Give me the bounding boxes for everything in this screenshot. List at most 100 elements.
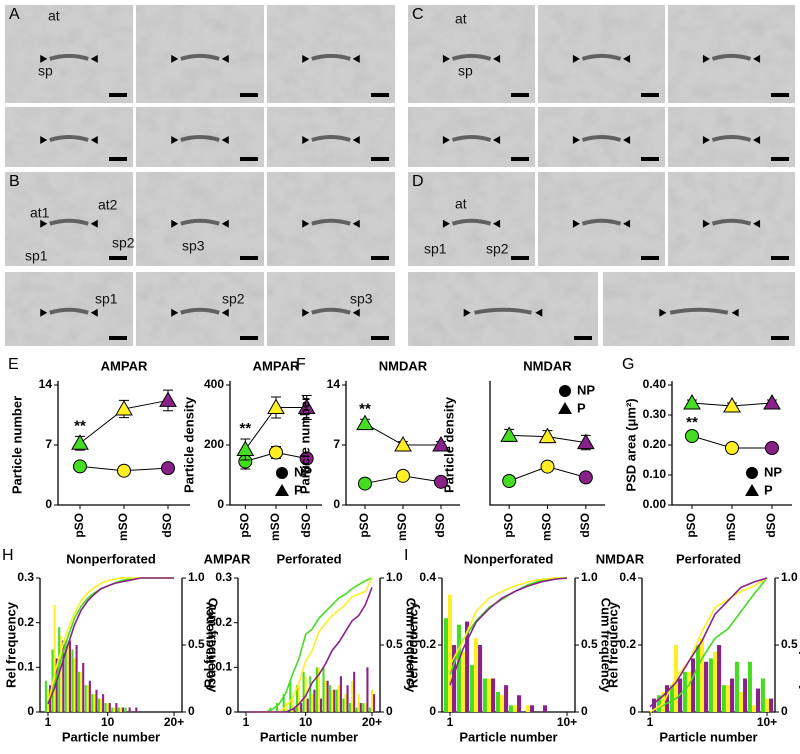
legend-marker	[745, 484, 759, 496]
bar	[362, 703, 365, 712]
marker-circle	[117, 463, 131, 478]
panel-label: E	[8, 356, 19, 373]
y2-axis-label: Cum frequency	[404, 598, 419, 693]
bar	[333, 689, 336, 712]
psd	[311, 307, 351, 315]
x-tick-label: 1	[647, 715, 654, 729]
bar	[86, 685, 89, 712]
x-tick-label: pSO	[238, 513, 252, 538]
arrowhead	[221, 219, 229, 228]
bar	[331, 689, 334, 712]
cumulative-line	[246, 587, 373, 713]
bar	[717, 645, 722, 712]
bar	[473, 638, 479, 712]
x-axis-label: Particle number	[659, 729, 757, 744]
y-axis-label: Particle number	[297, 396, 312, 494]
y2-tick-label: 0.5	[386, 637, 403, 651]
image-label: at1	[30, 205, 50, 221]
chart-title: Perforated	[276, 551, 341, 566]
scale-bar	[109, 256, 127, 260]
bar	[543, 705, 548, 712]
bar	[656, 695, 661, 712]
bar	[80, 671, 83, 712]
bar	[102, 694, 105, 712]
psd	[49, 53, 89, 61]
bar	[721, 685, 726, 712]
arrowhead	[623, 136, 631, 144]
y-tick-label: 0.1	[215, 660, 232, 674]
bar	[708, 658, 713, 712]
psd	[180, 135, 220, 142]
bar	[443, 618, 448, 712]
y2-tick-label: 0	[386, 704, 393, 718]
x-tick-label: mSO	[116, 513, 130, 541]
arrowhead	[90, 136, 98, 144]
arrowhead	[702, 54, 710, 63]
bar	[75, 645, 78, 712]
psd	[711, 218, 752, 226]
bar	[346, 685, 349, 712]
arrowhead	[493, 136, 501, 144]
bar	[73, 658, 76, 712]
bar	[447, 594, 453, 712]
bar	[469, 665, 474, 712]
scale-bar	[574, 336, 592, 340]
x-tick-label: mSO	[540, 513, 554, 541]
bar	[704, 661, 709, 712]
y2-axis-label: Cum frequency	[206, 598, 221, 693]
bar	[119, 707, 122, 712]
bar	[712, 651, 718, 712]
psd	[49, 218, 89, 226]
y-tick-label: 7	[333, 437, 340, 451]
arrowhead	[171, 136, 179, 144]
arrowhead	[171, 219, 179, 228]
arrowhead	[623, 54, 631, 63]
chart-title: Nonperforated	[464, 551, 554, 566]
psd	[49, 135, 89, 142]
bar	[760, 678, 765, 712]
legend-label: P	[294, 482, 303, 497]
y-tick-label: 14	[327, 377, 341, 391]
bar	[66, 640, 69, 712]
panel-label: D	[412, 173, 424, 190]
marker-circle	[502, 474, 517, 488]
bar	[357, 694, 360, 712]
y-axis-label: Particle number	[9, 396, 24, 494]
marker-circle	[540, 459, 555, 474]
bar	[289, 680, 292, 712]
group-title: NMDAR	[596, 551, 645, 566]
bar	[53, 604, 56, 712]
scale-bar	[641, 157, 659, 161]
bar	[106, 703, 109, 712]
marker-triangle	[297, 398, 316, 414]
scale-bar	[240, 93, 258, 97]
bar	[747, 661, 752, 712]
y-tick-label: 0	[217, 497, 224, 511]
arrowhead	[572, 136, 580, 144]
arrowhead	[171, 308, 179, 317]
legend-label: P	[577, 400, 586, 415]
y-axis-label: Rel frequency	[201, 601, 216, 688]
bar	[337, 685, 340, 712]
y2-tick-label: 1.0	[188, 570, 205, 584]
bar	[95, 689, 98, 712]
image-label: sp2	[222, 291, 245, 307]
arrowhead	[302, 54, 310, 63]
y-tick-label: 0	[333, 497, 340, 511]
marker-triangle	[115, 399, 133, 416]
panel-label: A	[9, 6, 20, 23]
chart-title: Nonperforated	[66, 551, 156, 566]
scale-bar	[771, 93, 789, 97]
psd	[180, 307, 220, 315]
psd	[451, 135, 492, 142]
scale-bar	[371, 93, 389, 97]
psd	[474, 307, 532, 315]
x-axis-label: Particle number	[459, 729, 557, 744]
y2-tick-label: 0	[581, 704, 588, 718]
scale-bar	[109, 336, 127, 340]
x-tick-label: dSO	[433, 513, 447, 538]
bar	[84, 685, 87, 712]
arrowhead	[659, 308, 667, 317]
legend-label: NP	[294, 464, 312, 479]
psd	[711, 53, 752, 61]
